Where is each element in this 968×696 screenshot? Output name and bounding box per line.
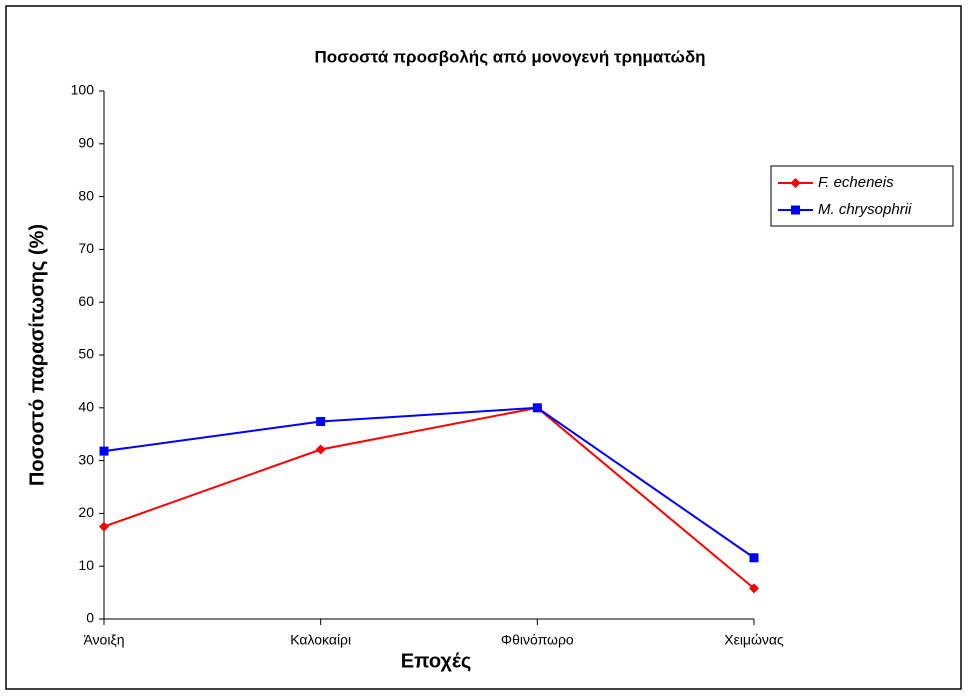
y-tick-label: 60	[78, 293, 94, 309]
y-tick-label: 70	[78, 240, 94, 256]
y-tick-label: 0	[86, 610, 94, 626]
legend-box	[770, 165, 954, 227]
y-tick-label: 20	[78, 504, 94, 520]
y-tick-label: 30	[78, 451, 94, 467]
x-axis-label: Εποχές	[401, 650, 472, 672]
marker	[791, 205, 800, 215]
marker	[749, 583, 759, 594]
y-tick-label: 40	[78, 399, 94, 415]
marker	[749, 553, 759, 563]
marker	[790, 178, 801, 188]
series-line	[103, 406, 755, 559]
chart-title: Ποσοστά προσβολής από μονογενή τρηματώδη	[314, 47, 705, 66]
y-tick-label: 90	[78, 135, 94, 151]
marker	[316, 417, 326, 427]
x-tick-label: Φθινόπωρο	[501, 632, 574, 648]
marker	[99, 446, 109, 456]
series-line	[103, 406, 755, 590]
y-tick-label: 10	[78, 557, 94, 573]
legend-label: M. chrysophrii	[818, 201, 912, 218]
x-tick-label: Άνοιξη	[83, 632, 124, 648]
marker	[315, 444, 326, 455]
y-tick-label: 50	[78, 346, 94, 362]
x-tick-label: Καλοκαίρι	[290, 632, 351, 648]
y-tick-label: 100	[71, 82, 95, 98]
legend-label: F. echeneis	[818, 174, 894, 191]
y-tick-label: 80	[78, 187, 94, 203]
marker	[532, 403, 542, 413]
chart-border	[5, 5, 962, 690]
marker	[99, 521, 109, 532]
x-tick-label: Χειμώνας	[724, 632, 784, 648]
y-axis-label: Ποσοστό παρασίτωσης (%)	[26, 224, 48, 486]
